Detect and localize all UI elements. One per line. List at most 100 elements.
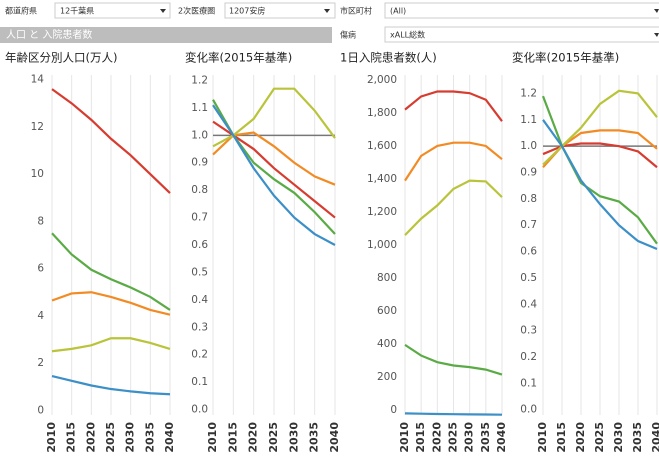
series-line bbox=[51, 374, 171, 396]
section-bar bbox=[0, 27, 332, 43]
y-tick-label: 1.0 bbox=[520, 140, 537, 152]
chart-title: 1日入院患者数(人) bbox=[340, 51, 437, 65]
filter-value[interactable]: (All) bbox=[390, 7, 406, 16]
x-tick-label: 2030 bbox=[287, 422, 300, 453]
y-tick-label: 0.9 bbox=[191, 157, 208, 169]
y-tick-label: 0.8 bbox=[191, 184, 208, 196]
x-tick-label: 2025 bbox=[267, 422, 280, 453]
chart-title: 年齢区分別人口(万人) bbox=[5, 51, 117, 65]
x-tick-label: 2015 bbox=[226, 422, 239, 453]
x-tick-label: 2035 bbox=[143, 422, 156, 453]
series-line bbox=[404, 412, 503, 416]
chart-title: 変化率(2015年基準) bbox=[185, 51, 292, 65]
x-tick-label: 2015 bbox=[555, 422, 568, 453]
y-tick-label: 0.6 bbox=[191, 239, 208, 251]
y-tick-label: 10 bbox=[31, 168, 44, 180]
y-tick-label: 0.8 bbox=[520, 193, 537, 205]
series-line bbox=[51, 232, 171, 311]
y-tick-label: 1,000 bbox=[367, 239, 397, 251]
y-tick-label: 0.9 bbox=[520, 167, 537, 179]
y-tick-label: 0.0 bbox=[520, 404, 537, 416]
y-tick-label: 0.4 bbox=[520, 298, 537, 310]
x-tick-label: 2025 bbox=[104, 422, 117, 453]
series-line bbox=[212, 104, 336, 246]
chart-title: 変化率(2015年基準) bbox=[512, 51, 619, 65]
y-tick-label: 8 bbox=[37, 215, 44, 227]
y-tick-label: 2 bbox=[37, 357, 44, 369]
x-tick-label: 2020 bbox=[84, 422, 97, 453]
y-tick-label: 0.2 bbox=[191, 349, 208, 361]
filter-label: 2次医療圏 bbox=[178, 6, 215, 16]
filter-label: 傷病 bbox=[340, 30, 356, 40]
y-tick-label: 1,800 bbox=[367, 107, 397, 119]
y-tick-label: 2,000 bbox=[367, 74, 397, 86]
filter-label: 都道府県 bbox=[5, 6, 37, 16]
y-tick-label: 0.3 bbox=[520, 325, 537, 337]
x-tick-label: 2020 bbox=[247, 422, 260, 453]
x-tick-label: 2035 bbox=[479, 422, 492, 453]
y-tick-label: 400 bbox=[377, 338, 397, 350]
x-tick-label: 2040 bbox=[328, 422, 341, 453]
y-tick-label: 4 bbox=[37, 310, 44, 322]
series-line bbox=[404, 141, 503, 182]
y-tick-label: 0.5 bbox=[520, 272, 537, 284]
y-tick-label: 200 bbox=[377, 371, 397, 383]
y-tick-label: 1,200 bbox=[367, 206, 397, 218]
dropdown-arrow bbox=[160, 9, 166, 13]
y-tick-label: 0.5 bbox=[191, 266, 208, 278]
x-tick-label: 2040 bbox=[495, 422, 508, 453]
x-tick-label: 2035 bbox=[631, 422, 644, 453]
x-tick-label: 2025 bbox=[593, 422, 606, 453]
filter-label: 市区町村 bbox=[340, 6, 372, 16]
dropdown[interactable] bbox=[224, 2, 336, 19]
y-tick-label: 0.3 bbox=[191, 321, 208, 333]
y-tick-label: 0.0 bbox=[191, 404, 208, 416]
dropdown[interactable] bbox=[384, 2, 659, 19]
x-tick-label: 2010 bbox=[45, 422, 58, 453]
x-tick-label: 2040 bbox=[163, 422, 176, 453]
x-tick-label: 2010 bbox=[206, 422, 219, 453]
y-tick-label: 600 bbox=[377, 305, 397, 317]
y-tick-label: 0.1 bbox=[191, 376, 208, 388]
y-tick-label: 1.2 bbox=[191, 74, 208, 86]
y-tick-label: 0 bbox=[390, 404, 397, 416]
x-tick-label: 2030 bbox=[463, 422, 476, 453]
series-line bbox=[542, 119, 658, 250]
y-tick-label: 1.1 bbox=[520, 114, 537, 126]
series-line bbox=[51, 88, 171, 194]
y-tick-label: 1.1 bbox=[191, 102, 208, 114]
x-tick-label: 2015 bbox=[65, 422, 78, 453]
dropdown[interactable] bbox=[384, 26, 659, 43]
x-tick-label: 2035 bbox=[308, 422, 321, 453]
y-tick-label: 0.4 bbox=[191, 294, 208, 306]
dropdown[interactable] bbox=[54, 2, 171, 19]
series-line bbox=[404, 90, 503, 122]
y-tick-label: 1,600 bbox=[367, 140, 397, 152]
series-line bbox=[404, 343, 503, 376]
filter-value[interactable]: 12千葉県 bbox=[60, 6, 94, 16]
section-title: 人口 と 入院患者数 bbox=[6, 28, 92, 41]
x-tick-label: 2030 bbox=[612, 422, 625, 453]
filter-value[interactable]: 1207安房 bbox=[229, 6, 265, 16]
x-tick-label: 2025 bbox=[447, 422, 460, 453]
y-tick-label: 0.2 bbox=[520, 351, 537, 363]
x-tick-label: 2010 bbox=[398, 422, 411, 453]
y-tick-label: 800 bbox=[377, 272, 397, 284]
y-tick-label: 0.7 bbox=[520, 219, 537, 231]
y-tick-label: 1.0 bbox=[191, 129, 208, 141]
x-tick-label: 2030 bbox=[124, 422, 137, 453]
y-tick-label: 0.6 bbox=[520, 246, 537, 258]
y-tick-label: 6 bbox=[37, 263, 44, 275]
y-tick-label: 14 bbox=[31, 74, 45, 86]
dropdown-arrow bbox=[654, 9, 659, 13]
x-tick-label: 2020 bbox=[574, 422, 587, 453]
y-tick-label: 0.1 bbox=[520, 377, 537, 389]
x-tick-label: 2010 bbox=[536, 422, 549, 453]
filter-value[interactable]: xALL総数 bbox=[390, 30, 425, 40]
series-line bbox=[51, 337, 171, 353]
series-line bbox=[51, 291, 171, 316]
y-tick-label: 1.2 bbox=[520, 87, 537, 99]
dropdown-arrow bbox=[654, 33, 659, 37]
y-tick-label: 0 bbox=[37, 404, 44, 416]
y-tick-label: 12 bbox=[31, 121, 44, 133]
